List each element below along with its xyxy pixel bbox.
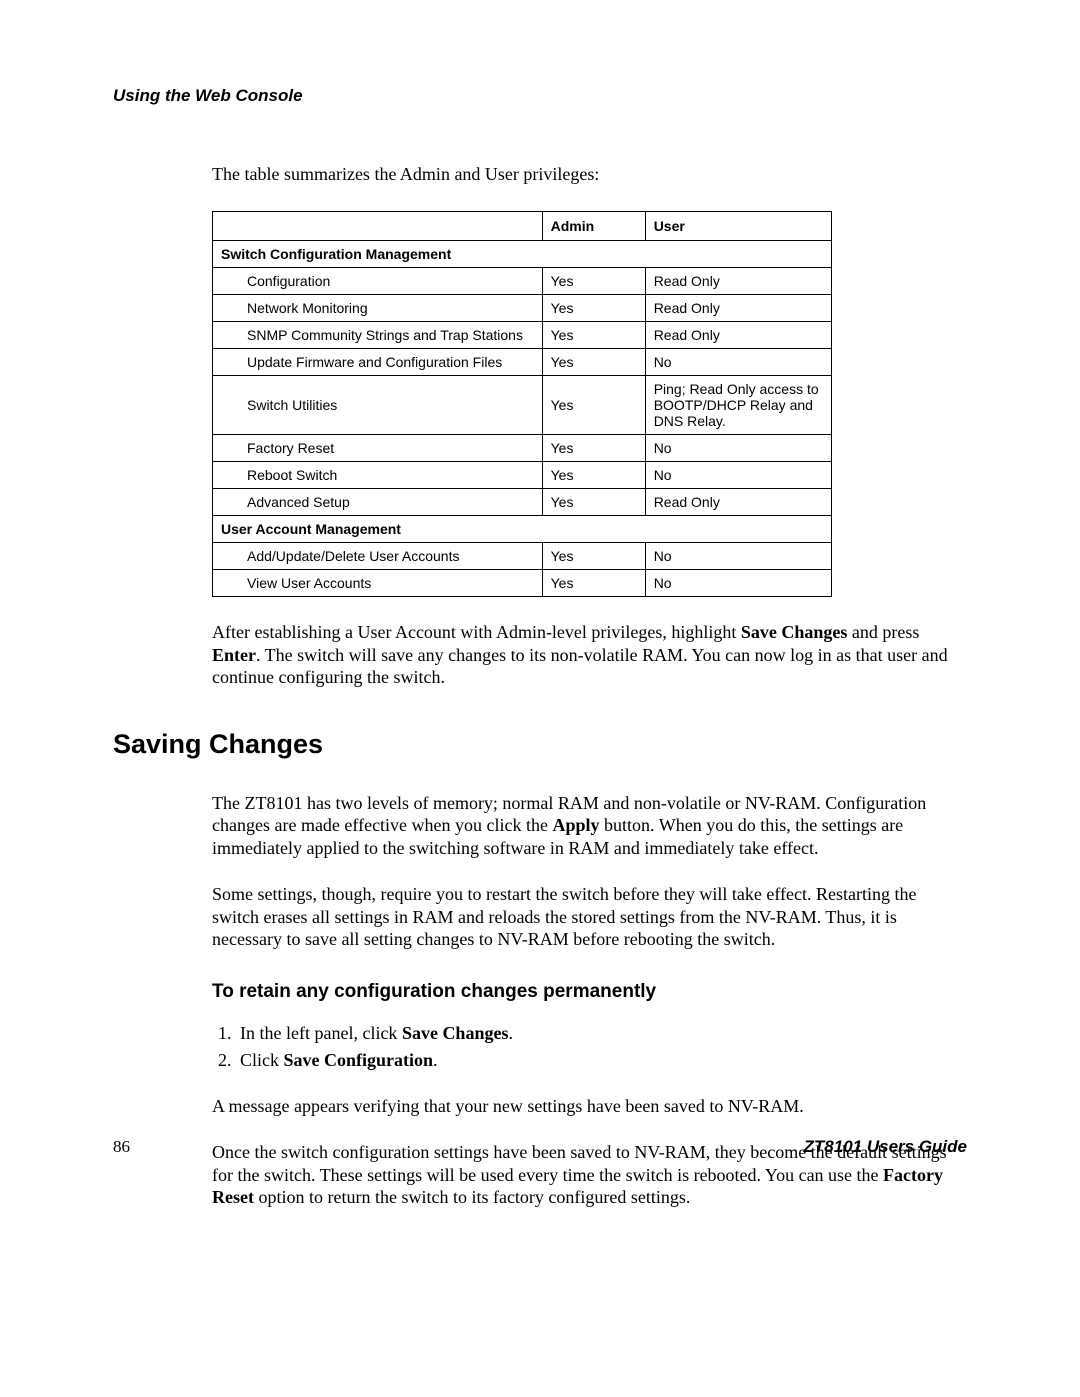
privilege-admin: Yes <box>542 322 645 349</box>
text-fragment: Click <box>240 1050 284 1070</box>
privilege-label: View User Accounts <box>213 570 543 597</box>
privilege-user: No <box>645 543 831 570</box>
table-row: Update Firmware and Configuration FilesY… <box>213 349 832 376</box>
privilege-admin: Yes <box>542 435 645 462</box>
text-fragment: option to return the switch to its facto… <box>254 1187 690 1207</box>
privilege-label: Configuration <box>213 268 543 295</box>
paragraph-message: A message appears verifying that your ne… <box>212 1095 967 1118</box>
table-row: Reboot SwitchYesNo <box>213 462 832 489</box>
text-fragment: In the left panel, click <box>240 1023 402 1043</box>
after-table-paragraph: After establishing a User Account with A… <box>212 621 967 689</box>
intro-paragraph: The table summarizes the Admin and User … <box>212 164 967 689</box>
table-section-header: Switch Configuration Management <box>213 241 832 268</box>
privilege-admin: Yes <box>542 570 645 597</box>
privilege-label: Reboot Switch <box>213 462 543 489</box>
privilege-label: Network Monitoring <box>213 295 543 322</box>
privilege-user: No <box>645 435 831 462</box>
privilege-user: No <box>645 349 831 376</box>
table-row: Network MonitoringYesRead Only <box>213 295 832 322</box>
table-row: Add/Update/Delete User AccountsYesNo <box>213 543 832 570</box>
table-section-title: Switch Configuration Management <box>213 241 832 268</box>
privilege-label: Add/Update/Delete User Accounts <box>213 543 543 570</box>
privilege-admin: Yes <box>542 462 645 489</box>
bold-save-configuration: Save Configuration <box>284 1050 434 1070</box>
privilege-user: Read Only <box>645 489 831 516</box>
paragraph-restart: Some settings, though, require you to re… <box>212 883 967 951</box>
guide-title: ZT8101 Users Guide <box>804 1137 967 1157</box>
bold-save-changes: Save Changes <box>402 1023 509 1043</box>
page-footer: 86 ZT8101 Users Guide <box>113 1137 967 1157</box>
table-header-user: User <box>645 212 831 241</box>
privilege-user: Read Only <box>645 295 831 322</box>
privilege-user: No <box>645 462 831 489</box>
privilege-user: Read Only <box>645 268 831 295</box>
privilege-label: Advanced Setup <box>213 489 543 516</box>
table-section-title: User Account Management <box>213 516 832 543</box>
privilege-user: Read Only <box>645 322 831 349</box>
text-fragment: After establishing a User Account with A… <box>212 622 741 642</box>
privilege-label: Update Firmware and Configuration Files <box>213 349 543 376</box>
text-fragment: . The switch will save any changes to it… <box>212 645 948 688</box>
privilege-label: Switch Utilities <box>213 376 543 435</box>
bold-enter: Enter <box>212 645 256 665</box>
privilege-user: Ping; Read Only access to BOOTP/DHCP Rel… <box>645 376 831 435</box>
privilege-admin: Yes <box>542 376 645 435</box>
intro-text: The table summarizes the Admin and User … <box>212 164 967 185</box>
table-row: Advanced SetupYesRead Only <box>213 489 832 516</box>
privilege-user: No <box>645 570 831 597</box>
privilege-admin: Yes <box>542 268 645 295</box>
privilege-admin: Yes <box>542 489 645 516</box>
table-header-blank <box>213 212 543 241</box>
privilege-label: Factory Reset <box>213 435 543 462</box>
table-row: Factory ResetYesNo <box>213 435 832 462</box>
table-row: View User AccountsYesNo <box>213 570 832 597</box>
table-row: ConfigurationYesRead Only <box>213 268 832 295</box>
privilege-label: SNMP Community Strings and Trap Stations <box>213 322 543 349</box>
step-item: Click Save Configuration. <box>236 1050 967 1071</box>
bold-apply: Apply <box>553 815 600 835</box>
running-head: Using the Web Console <box>113 86 967 106</box>
privilege-admin: Yes <box>542 349 645 376</box>
text-fragment: . <box>508 1023 513 1043</box>
table-header-row: Admin User <box>213 212 832 241</box>
paragraph-ram: The ZT8101 has two levels of memory; nor… <box>212 792 967 860</box>
privilege-admin: Yes <box>542 543 645 570</box>
privilege-admin: Yes <box>542 295 645 322</box>
table-row: Switch UtilitiesYesPing; Read Only acces… <box>213 376 832 435</box>
privileges-table: Admin User Switch Configuration Manageme… <box>212 211 832 597</box>
table-section-header: User Account Management <box>213 516 832 543</box>
heading-saving-changes: Saving Changes <box>113 729 967 760</box>
heading-retain-config: To retain any configuration changes perm… <box>212 981 967 1003</box>
page-number: 86 <box>113 1137 130 1157</box>
step-item: In the left panel, click Save Changes. <box>236 1023 967 1044</box>
table-row: SNMP Community Strings and Trap Stations… <box>213 322 832 349</box>
steps-list: In the left panel, click Save Changes. C… <box>212 1023 967 1071</box>
text-fragment: and press <box>847 622 919 642</box>
document-page: Using the Web Console The table summariz… <box>0 0 1080 1397</box>
text-fragment: . <box>433 1050 438 1070</box>
table-header-admin: Admin <box>542 212 645 241</box>
bold-save-changes: Save Changes <box>741 622 848 642</box>
